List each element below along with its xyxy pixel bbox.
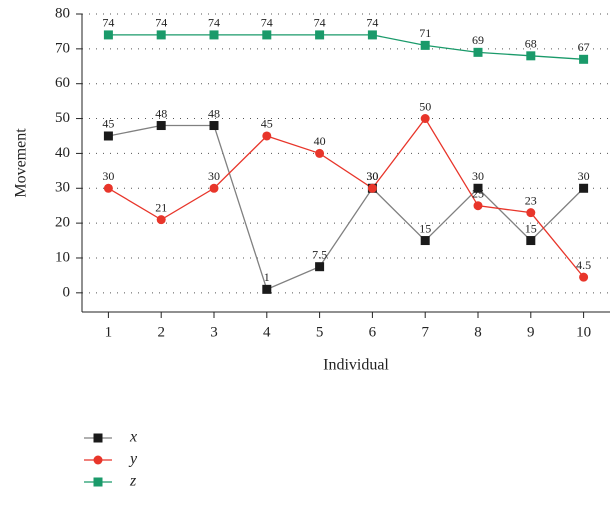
marker xyxy=(579,272,589,282)
marker xyxy=(103,183,113,193)
marker xyxy=(315,262,325,272)
data-label: 1 xyxy=(264,270,270,284)
legend-label: x xyxy=(129,429,137,446)
marker xyxy=(262,284,272,294)
marker xyxy=(473,183,483,193)
marker xyxy=(103,131,113,141)
x-tick-label: 2 xyxy=(157,324,165,340)
x-axis-label: Individual xyxy=(323,357,389,374)
data-label: 45 xyxy=(261,117,273,131)
x-tick-label: 7 xyxy=(421,324,429,340)
marker xyxy=(156,121,166,131)
data-label: 15 xyxy=(525,221,537,235)
data-label: 30 xyxy=(366,169,378,183)
legend-label: z xyxy=(129,473,137,490)
x-tick-label: 5 xyxy=(316,324,324,340)
data-label: 4.5 xyxy=(576,258,591,272)
data-label: 74 xyxy=(155,16,167,30)
marker xyxy=(93,477,103,487)
x-tick-label: 3 xyxy=(210,324,218,340)
y-tick-label: 0 xyxy=(63,284,71,300)
marker xyxy=(209,121,219,131)
data-label: 74 xyxy=(314,16,326,30)
data-label: 68 xyxy=(525,37,537,51)
marker xyxy=(367,183,377,193)
data-label: 74 xyxy=(261,16,273,30)
data-label: 67 xyxy=(578,40,590,54)
series-line xyxy=(108,117,585,278)
y-tick-label: 60 xyxy=(55,75,70,91)
marker xyxy=(93,433,103,443)
marker xyxy=(473,201,483,211)
x-tick-label: 1 xyxy=(105,324,113,340)
x-tick-label: 6 xyxy=(369,324,377,340)
data-label: 40 xyxy=(314,134,326,148)
data-label: 48 xyxy=(208,106,220,120)
marker xyxy=(579,54,589,64)
data-label: 30 xyxy=(578,169,590,183)
marker xyxy=(420,40,430,50)
y-tick-label: 80 xyxy=(55,5,70,21)
marker xyxy=(209,30,219,40)
y-tick-label: 30 xyxy=(55,180,70,196)
data-label: 30 xyxy=(472,169,484,183)
data-label: 7.5 xyxy=(312,247,327,261)
series-line xyxy=(108,124,585,291)
marker xyxy=(420,236,430,246)
data-label: 74 xyxy=(208,16,220,30)
x-tick-label: 9 xyxy=(527,324,535,340)
marker xyxy=(262,131,272,141)
marker xyxy=(526,208,536,218)
data-label: 30 xyxy=(366,169,378,183)
legend-label: y xyxy=(128,451,138,468)
data-label: 74 xyxy=(366,16,378,30)
data-label: 50 xyxy=(419,99,431,113)
data-label: 23 xyxy=(525,193,537,207)
marker xyxy=(93,455,103,465)
x-tick-label: 4 xyxy=(263,324,271,340)
marker xyxy=(315,30,325,40)
data-label: 45 xyxy=(102,117,114,131)
marker xyxy=(103,30,113,40)
y-tick-label: 70 xyxy=(55,40,70,56)
marker xyxy=(526,51,536,61)
marker xyxy=(156,215,166,225)
marker xyxy=(579,183,589,193)
data-label: 15 xyxy=(419,221,431,235)
marker xyxy=(473,47,483,57)
data-label: 71 xyxy=(419,26,431,40)
y-axis-label: Movement xyxy=(13,128,30,198)
data-label: 74 xyxy=(102,16,114,30)
marker xyxy=(526,236,536,246)
y-tick-label: 50 xyxy=(55,110,70,126)
data-label: 30 xyxy=(102,169,114,183)
data-label: 48 xyxy=(155,106,167,120)
data-label: 25 xyxy=(472,186,484,200)
data-label: 30 xyxy=(208,169,220,183)
series-line xyxy=(108,34,584,60)
marker xyxy=(156,30,166,40)
marker xyxy=(367,30,377,40)
marker xyxy=(315,148,325,158)
data-label: 69 xyxy=(472,33,484,47)
data-label: 21 xyxy=(155,200,167,214)
x-tick-label: 10 xyxy=(576,324,591,340)
y-tick-label: 40 xyxy=(55,145,70,161)
y-tick-label: 20 xyxy=(55,215,70,231)
marker xyxy=(420,114,430,124)
x-tick-label: 8 xyxy=(474,324,482,340)
plot-area xyxy=(103,30,589,294)
marker xyxy=(262,30,272,40)
y-tick-label: 10 xyxy=(55,249,70,265)
marker xyxy=(209,183,219,193)
